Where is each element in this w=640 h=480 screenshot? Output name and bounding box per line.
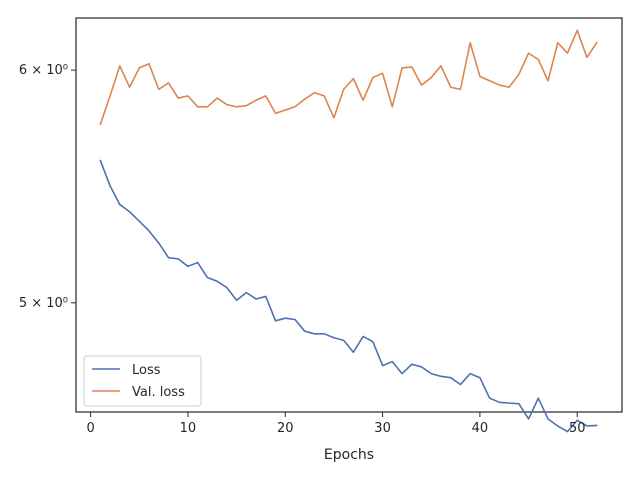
legend: Loss Val. loss (83, 355, 202, 407)
y-tick-label: 6 × 10⁰ (19, 63, 68, 78)
x-tick-label: 20 (277, 421, 294, 436)
x-tick-label: 0 (86, 421, 94, 436)
legend-label-val-loss: Val. loss (132, 385, 185, 400)
axis-layer: 0 10 20 30 40 50 5 × 10⁰ 6 × 10⁰ (19, 63, 586, 436)
x-tick-label: 40 (472, 421, 489, 436)
x-tick-label: 50 (569, 421, 586, 436)
x-tick-label: 10 (180, 421, 197, 436)
loss-series-line (99, 159, 598, 433)
y-tick-label: 5 × 10⁰ (19, 296, 68, 311)
x-tick-label: 30 (374, 421, 391, 436)
val-loss-series-line (99, 29, 598, 126)
plot-area (75, 17, 623, 413)
legend-label-loss: Loss (132, 363, 161, 378)
series-layer (99, 29, 598, 433)
x-axis-label: Epochs (324, 447, 374, 463)
